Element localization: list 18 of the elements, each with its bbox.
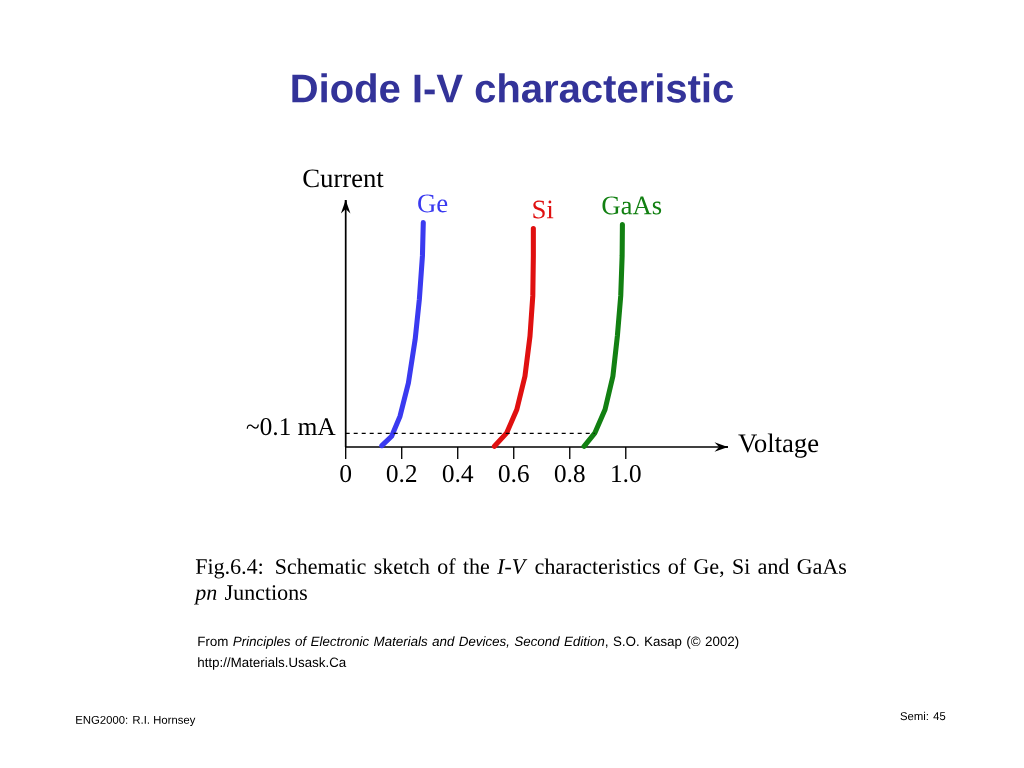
text: Semi: 45 [900, 711, 946, 721]
series-label: Ge [418, 194, 448, 213]
x-tick-label: 0.2 [386, 465, 417, 483]
text: Fig.6.4: Schematic sketch of the I-V characteristics of Ge, Si and GaAs pn Junctions [193, 558, 847, 605]
ref-line-label: ~0.1 mA [246, 418, 336, 436]
text: http://Materials.Usask.Ca [198, 657, 347, 670]
x-tick-label: 0.6 [498, 465, 529, 483]
text: ENG2000: R.I. Hornsey [76, 715, 196, 727]
x-axis-title: Voltage [738, 433, 819, 458]
x-tick-label: 1.0 [612, 465, 641, 483]
y-axis-title: Current [303, 169, 384, 188]
series-label: GaAs [602, 196, 662, 215]
x-tick-label: 0.4 [442, 465, 474, 483]
x-tick-label: 0.8 [554, 465, 585, 483]
series-label: Si [533, 200, 554, 219]
text: From Principles of Electronic Materials and Devices, Second Edition, S.O. Kasap (© 2002) [198, 636, 739, 649]
chart-title: Diode I-V characteristic [292, 73, 734, 103]
x-tick-label: 0 [340, 465, 352, 483]
